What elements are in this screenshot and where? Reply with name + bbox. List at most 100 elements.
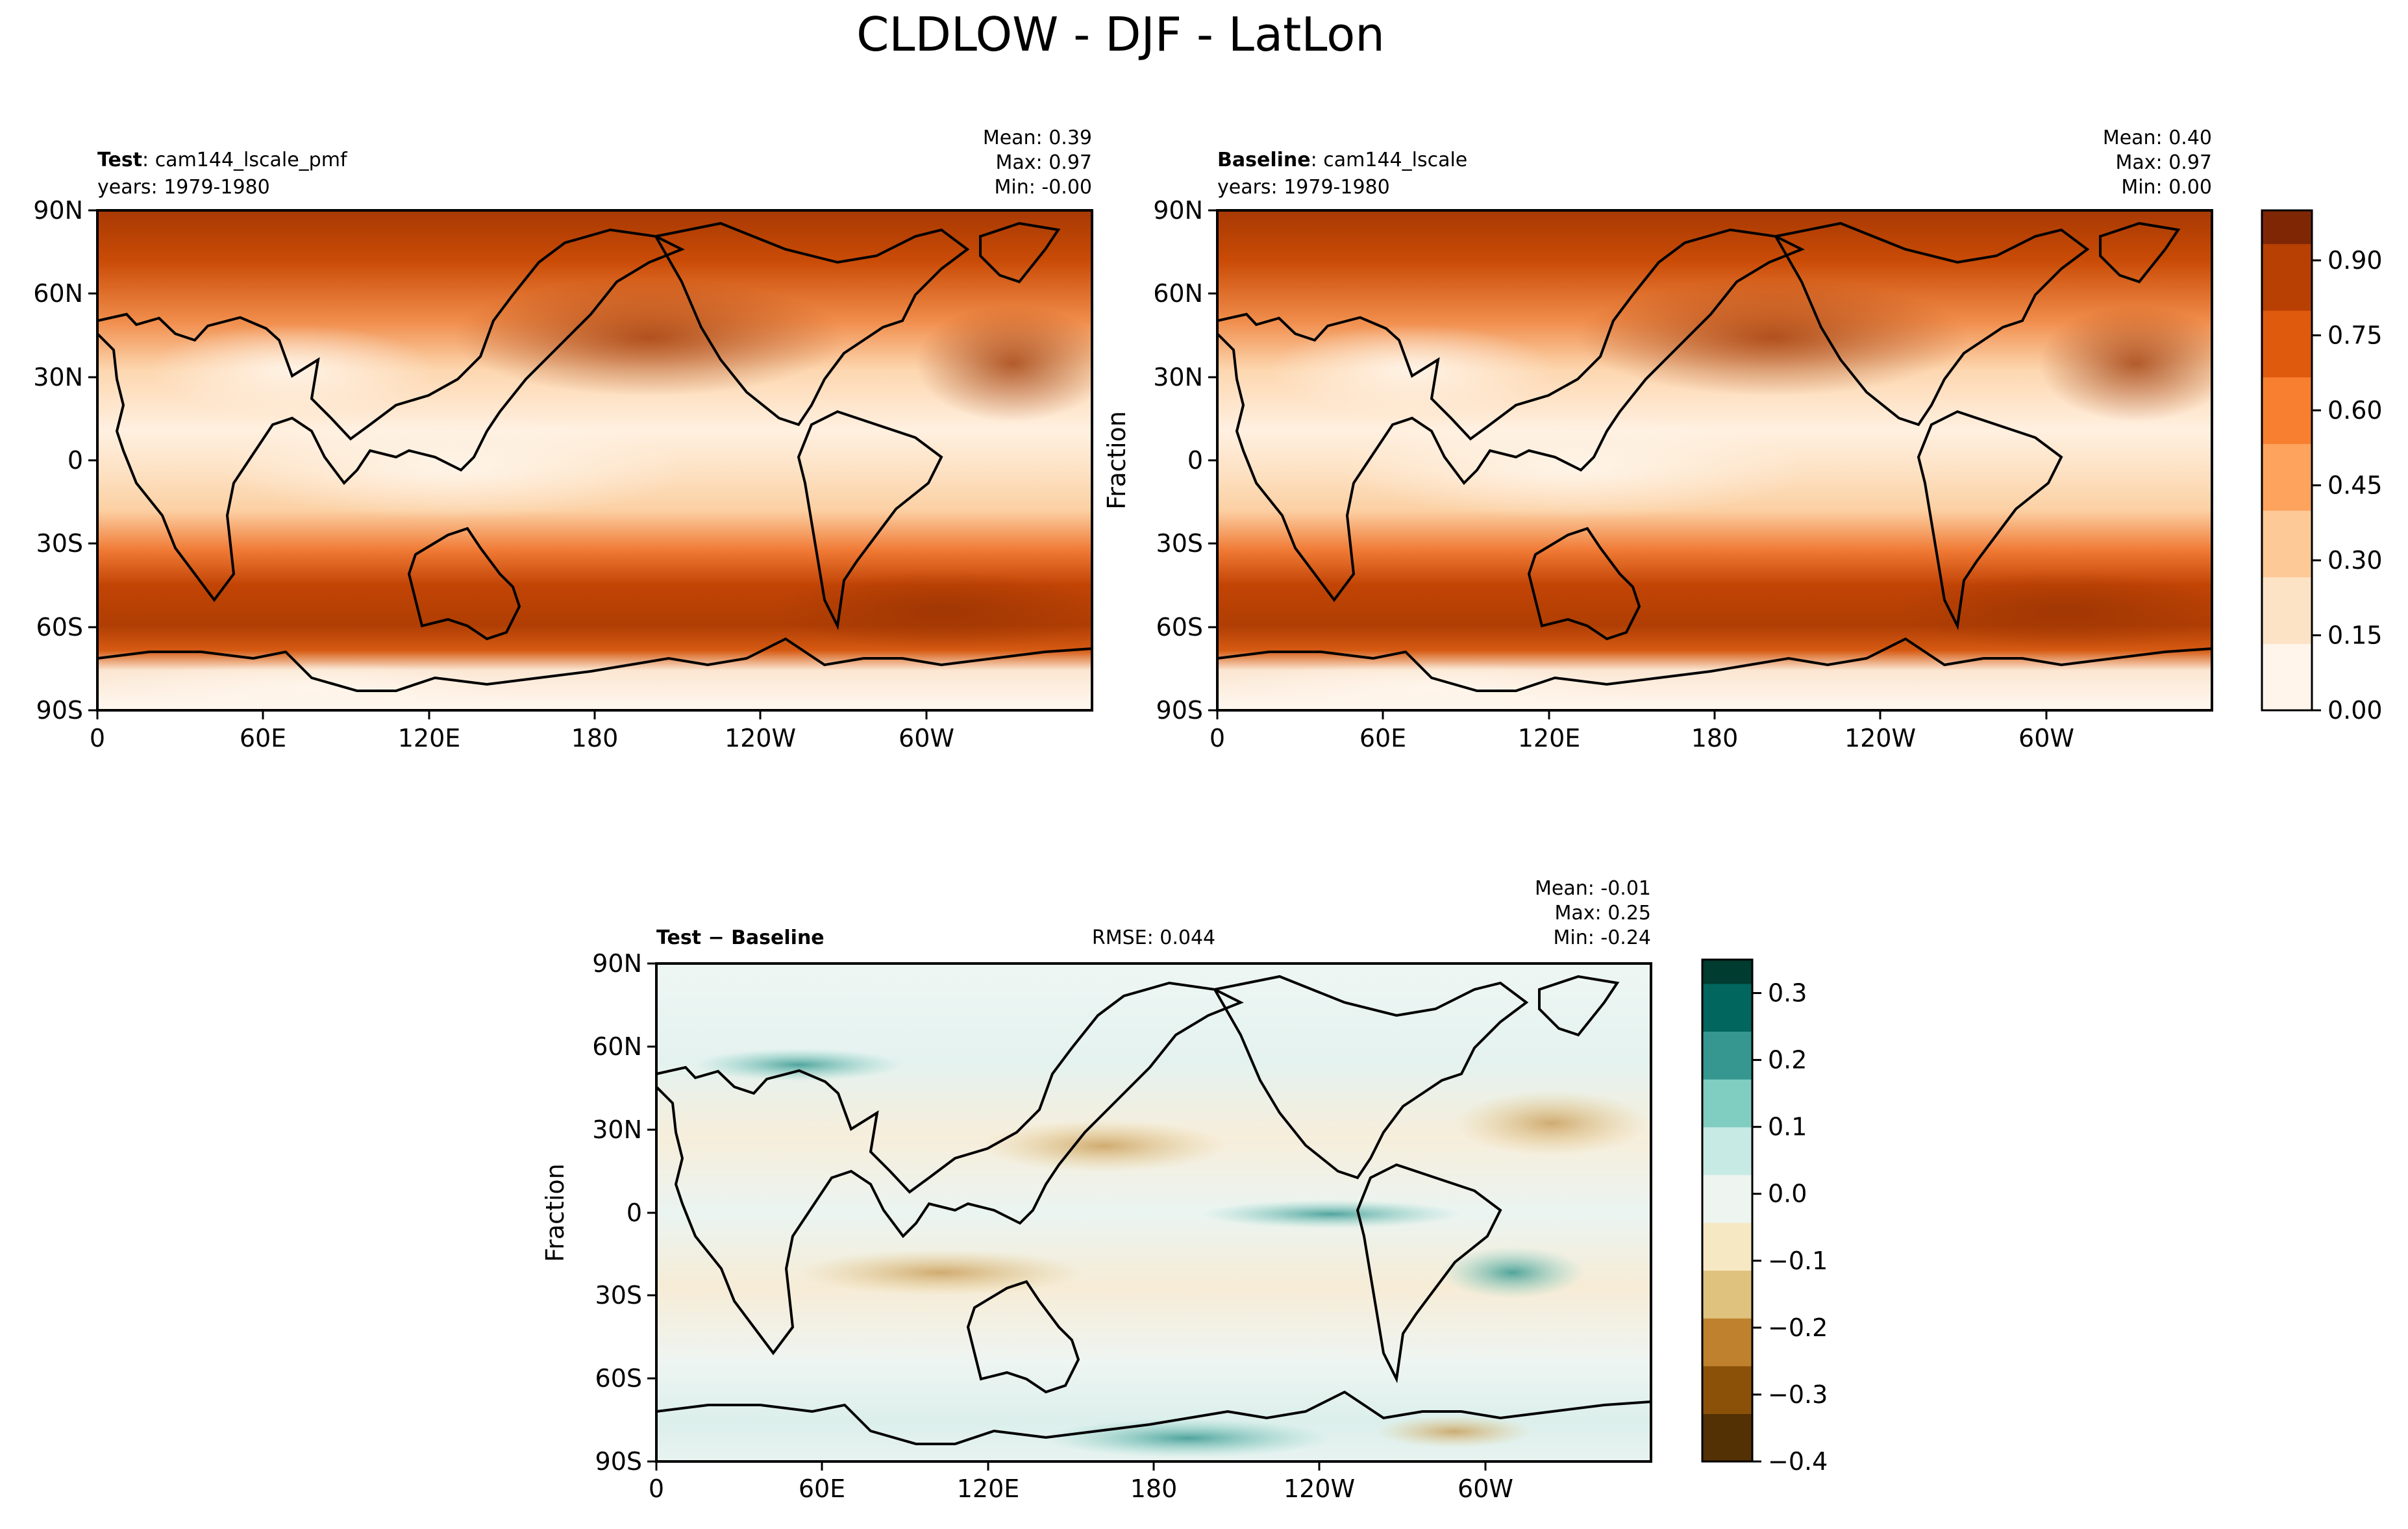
baseline-ylabel: Fraction (1102, 411, 1131, 510)
colorbar-brbg-band (1702, 1102, 1752, 1128)
coast-africa-eurasia (97, 228, 685, 603)
colorbar-brbg-tick-label: −0.4 (1768, 1447, 1828, 1476)
difference-ylabel: Fraction (541, 1163, 569, 1262)
difference-x-ticks (655, 1461, 1487, 1471)
difference-rmse: RMSE: 0.044 (1092, 926, 1215, 949)
x-tick-label: 60W (2018, 724, 2074, 752)
colorbar-oranges-tick-label: 0.30 (2327, 546, 2383, 575)
difference-field-teal-blob (1201, 1200, 1461, 1228)
baseline-field (1217, 210, 2212, 710)
colorbar-oranges-tick-label: 0.45 (2327, 471, 2383, 500)
difference-field-teal-blob (1441, 1247, 1584, 1299)
colorbar-brbg-tick-label: 0.1 (1768, 1113, 1807, 1141)
colorbar-brbg-band (1702, 1341, 1752, 1367)
y-tick-label: 90S (595, 1447, 642, 1476)
y-tick-label: 90S (1156, 696, 1203, 725)
y-tick-label: 30N (1153, 363, 1203, 392)
difference-label-bold: Test (656, 926, 701, 949)
colorbar-oranges-band (2262, 310, 2312, 344)
colorbar-oranges-band (2262, 210, 2312, 244)
baseline-x-ticks (1216, 710, 2048, 719)
y-tick-label: 0 (68, 446, 83, 475)
x-tick-label: 60E (799, 1474, 845, 1503)
test-stat-mean: Mean: 0.39 (983, 127, 1092, 149)
colorbar-brbg-band (1702, 960, 1752, 984)
colorbar-oranges-band (2262, 243, 2312, 278)
colorbar-oranges-band (2262, 677, 2312, 711)
colorbar-oranges-band (2262, 377, 2312, 411)
colorbar-oranges-tick-label: 0.60 (2327, 396, 2383, 425)
x-tick-label: 120W (1284, 1474, 1355, 1503)
colorbar-oranges-band (2262, 543, 2312, 578)
colorbar-brbg-band (1702, 1126, 1752, 1152)
colorbar-brbg-band (1702, 1437, 1752, 1462)
test-stat-max: Max: 0.97 (996, 151, 1092, 174)
test-label-case: cam144_lscale_pmf (155, 149, 348, 171)
coast-greenland (1538, 975, 1620, 1037)
difference-y-ticks (647, 962, 656, 1463)
colorbar-brbg-band (1702, 1175, 1752, 1199)
test-stat-min: Min: -0.00 (995, 176, 1093, 199)
difference-field-antarctic-teal (1045, 1419, 1331, 1458)
colorbar-oranges-tick-label: 0.75 (2327, 321, 2383, 350)
x-tick-label: 60W (1458, 1474, 1513, 1503)
colorbar-oranges-frame (2261, 209, 2313, 712)
x-tick-label: 60W (899, 724, 954, 752)
test-y-ticks (88, 209, 97, 712)
colorbar-oranges-band (2262, 643, 2312, 678)
x-tick-label: 120E (1518, 724, 1581, 752)
coast-americas (653, 221, 970, 427)
coast-africa-eurasia (656, 981, 1244, 1356)
difference-field-tan-blob (799, 1250, 1084, 1295)
colorbar-brbg-bands (1702, 960, 1752, 1462)
x-tick-label: 180 (1691, 724, 1739, 752)
baseline-field-npacific-high (1578, 279, 1967, 396)
colorbar-oranges-band (2262, 477, 2312, 511)
colorbar-brbg-band (1702, 1222, 1752, 1247)
colorbar-brbg-ticks: 0.3 0.2 0.1 0.0 −0.1 −0.2 −0.3 −0.4 (1752, 979, 1828, 1476)
colorbar-brbg-band (1702, 1031, 1752, 1056)
colorbar-oranges-band (2262, 577, 2312, 611)
x-tick-label: 0 (1210, 724, 1225, 752)
y-tick-label: 30N (592, 1115, 642, 1144)
test-field-asia-low (149, 325, 435, 416)
difference-label-case: Baseline (731, 926, 825, 949)
colorbar-brbg-tick-label: −0.3 (1768, 1380, 1828, 1409)
y-tick-label: 30N (33, 363, 83, 392)
colorbar-oranges-band (2262, 410, 2312, 444)
y-tick-label: 60N (592, 1032, 642, 1061)
coast-antarctica (1217, 637, 2212, 692)
baseline-coastlines (1217, 221, 2212, 692)
colorbar-oranges-band (2262, 343, 2312, 378)
colorbar-brbg-band (1702, 1294, 1752, 1319)
colorbar-brbg-tick-label: 0.2 (1768, 1046, 1807, 1075)
baseline-y-ticks (1208, 209, 1217, 712)
y-tick-label: 60N (33, 279, 83, 308)
difference-stat-max: Max: 0.25 (1555, 902, 1651, 925)
colorbar-oranges-tick-label: 0.90 (2327, 246, 2383, 275)
coast-greenland (979, 221, 1061, 284)
y-tick-label: 90S (36, 696, 83, 725)
difference-stat-mean: Mean: -0.01 (1535, 877, 1651, 900)
x-tick-label: 120E (957, 1474, 1020, 1503)
colorbar-brbg-band (1702, 1365, 1752, 1391)
colorbar-oranges-band (2262, 610, 2312, 644)
baseline-stat-min: Min: 0.00 (2121, 176, 2212, 199)
baseline-stat-mean: Mean: 0.40 (2103, 127, 2212, 149)
colorbar-oranges-band (2262, 510, 2312, 544)
difference-label-sep: − (701, 926, 731, 949)
test-field-southern-high (773, 571, 1092, 649)
test-label-bold: Test (97, 149, 142, 171)
difference-field-tan-blob (1454, 1091, 1649, 1156)
coast-south-america (1917, 410, 2063, 630)
baseline-label-sep: : (1311, 149, 1324, 171)
y-tick-label: 30S (595, 1281, 642, 1310)
test-coastlines (97, 221, 1092, 692)
test-x-ticks (96, 710, 928, 719)
x-tick-label: 180 (571, 724, 619, 752)
coast-south-america (797, 410, 943, 630)
baseline-stat-max: Max: 0.97 (2116, 151, 2212, 174)
test-years: years: 1979-1980 (97, 176, 270, 199)
colorbar-brbg-tick-label: 0.3 (1768, 979, 1807, 1008)
